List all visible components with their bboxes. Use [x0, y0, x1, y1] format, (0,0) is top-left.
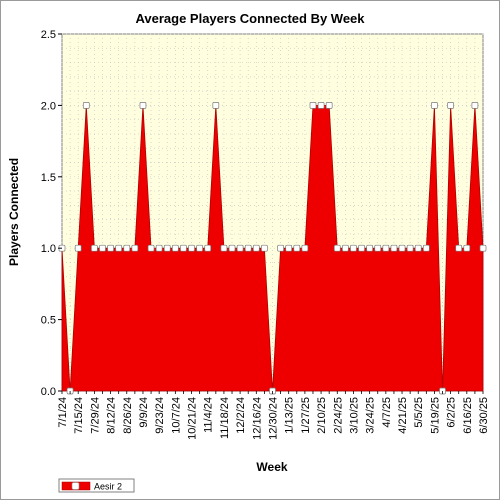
data-point	[107, 244, 114, 252]
data-point	[342, 244, 349, 252]
x-tick-label: 7/15/24	[73, 397, 85, 434]
data-point	[115, 244, 123, 252]
x-tick-label: 2/10/25	[316, 397, 328, 434]
x-tick-label: 11/4/24	[203, 397, 215, 433]
data-point	[131, 244, 139, 252]
x-tick-label: 10/21/24	[187, 397, 199, 440]
x-tick-label: 5/19/25	[429, 397, 441, 434]
x-tick-label: 12/2/24	[235, 397, 247, 434]
data-point	[228, 244, 236, 252]
data-point	[196, 244, 203, 252]
data-point	[277, 244, 284, 252]
y-tick-label: 1.0	[41, 243, 56, 255]
data-point	[82, 102, 90, 109]
y-tick-label: 2.5	[41, 29, 56, 41]
data-point	[471, 102, 479, 109]
data-point	[180, 244, 187, 252]
data-point	[99, 244, 106, 252]
data-point	[301, 244, 309, 252]
data-point	[479, 244, 487, 252]
data-point	[220, 244, 228, 252]
chart-title: Average Players Connected By Week	[135, 11, 365, 26]
x-tick-label: 6/2/25	[446, 397, 458, 428]
x-tick-label: 2/24/25	[332, 397, 344, 434]
data-point	[212, 102, 220, 109]
y-tick-label: 0.0	[41, 386, 56, 398]
x-tick-label: 5/5/25	[413, 397, 425, 428]
x-tick-label: 8/26/24	[122, 397, 134, 434]
x-axis-label: Week	[256, 460, 287, 474]
data-point	[261, 244, 268, 252]
marker-layer	[58, 102, 487, 395]
x-tick-label: 9/9/24	[138, 397, 150, 428]
x-tick-label: 6/16/25	[462, 397, 474, 434]
data-point	[147, 244, 155, 252]
x-axis: 7/1/24 7/15/24 7/29/24 8/12/24 8/26/24 9/9/24…	[57, 391, 490, 440]
data-point	[91, 244, 98, 252]
data-point	[333, 244, 341, 252]
x-tick-label: 4/7/25	[381, 397, 393, 428]
legend-marker	[71, 482, 80, 490]
x-tick-label: 3/10/25	[348, 397, 360, 434]
data-point	[447, 102, 454, 109]
x-tick-label: 3/24/25	[365, 397, 377, 434]
legend: Aesir 2	[58, 478, 135, 493]
data-point	[414, 244, 422, 252]
x-tick-label: 11/18/24	[219, 397, 231, 439]
data-point	[293, 244, 301, 252]
data-point	[252, 244, 260, 252]
y-tick-label: 2.0	[41, 100, 56, 112]
y-axis: 0.0 0.5 1.0 1.5 2.0 2.5	[41, 29, 62, 398]
data-point	[463, 244, 471, 252]
x-tick-label: 7/1/24	[57, 397, 69, 428]
y-tick-label: 0.5	[41, 315, 56, 327]
data-point	[431, 102, 438, 109]
data-point	[382, 244, 390, 252]
data-point	[406, 244, 414, 252]
x-tick-label: 8/12/24	[106, 397, 118, 434]
data-point	[350, 244, 357, 252]
x-tick-label: 12/30/24	[268, 397, 280, 440]
data-point	[139, 102, 147, 109]
data-point	[204, 244, 212, 252]
data-point	[163, 244, 171, 252]
x-tick-label: 1/13/25	[284, 397, 296, 434]
data-point	[398, 244, 406, 252]
y-axis-label: Players Connected	[7, 158, 21, 266]
data-point	[188, 244, 195, 252]
data-point	[422, 244, 430, 252]
x-tick-label: 7/29/24	[89, 397, 101, 434]
x-tick-label: 4/21/25	[397, 397, 409, 434]
x-tick-label: 1/27/25	[300, 397, 312, 434]
data-point	[374, 244, 382, 252]
data-point	[325, 102, 333, 109]
data-point	[171, 244, 179, 252]
x-tick-label: 9/23/24	[154, 397, 166, 434]
data-point	[390, 244, 398, 252]
data-point	[74, 244, 82, 252]
x-tick-label: 6/30/25	[478, 397, 490, 434]
x-tick-label: 12/16/24	[251, 397, 263, 440]
data-point	[285, 244, 293, 252]
data-point	[244, 244, 252, 252]
data-point	[309, 102, 317, 109]
data-point	[358, 244, 365, 252]
y-tick-label: 1.5	[41, 172, 56, 184]
data-point	[155, 244, 163, 252]
data-point	[317, 102, 325, 109]
data-point	[123, 244, 131, 252]
legend-label: Aesir 2	[94, 482, 122, 492]
data-point	[236, 244, 244, 252]
data-point	[366, 244, 374, 252]
x-tick-label: 10/7/24	[170, 397, 182, 434]
data-point	[455, 244, 463, 252]
